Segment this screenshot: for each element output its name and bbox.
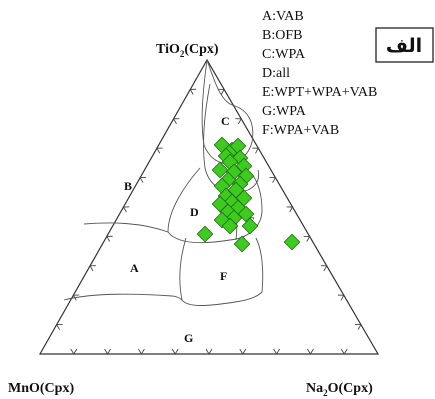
panel-label: الف xyxy=(386,35,422,57)
field-label-f: F xyxy=(220,269,227,283)
vertex-label-right: Na2O(Cpx) xyxy=(306,381,373,398)
tick-mark xyxy=(156,147,163,154)
tick-mark xyxy=(189,88,197,95)
tick-mark xyxy=(303,235,311,242)
boundary-a-b xyxy=(83,222,169,233)
data-point-marker xyxy=(233,235,251,253)
tick-mark xyxy=(235,118,242,125)
tick-mark xyxy=(139,177,147,183)
field-label-c: C xyxy=(221,114,230,128)
vertex-label-left: MnO(Cpx) xyxy=(8,381,74,396)
tick-mark xyxy=(320,265,328,272)
legend-item-f: F:WPA+VAB xyxy=(262,123,339,138)
tick-mark xyxy=(122,206,130,213)
data-point-marker xyxy=(211,161,229,179)
data-point-marker xyxy=(229,137,247,155)
tick-mark xyxy=(106,235,113,242)
tick-mark xyxy=(269,177,277,183)
tick-mark xyxy=(138,348,145,355)
tick-mark xyxy=(252,147,260,154)
tick-mark xyxy=(205,348,213,355)
panel-label-box xyxy=(375,27,434,63)
tick-mark xyxy=(104,348,111,355)
tick-mark xyxy=(55,324,63,330)
tick-mark xyxy=(340,348,348,355)
data-point-marker xyxy=(241,217,259,235)
tick-mark xyxy=(70,348,78,355)
legend-item-b: B:OFB xyxy=(262,28,302,43)
legend: A:VAB B:OFB C:WPA D:all E:WPT+WPA+VAB G:… xyxy=(262,9,377,138)
data-points xyxy=(196,136,301,253)
legend-item-g: G:WPA xyxy=(262,104,307,119)
tick-mark xyxy=(337,294,345,301)
field-label-d: D xyxy=(190,205,199,219)
tick-mark xyxy=(171,348,179,355)
field-label-g: G xyxy=(184,331,193,345)
data-point-marker xyxy=(196,225,214,243)
tick-mark xyxy=(273,348,280,355)
tick-mark xyxy=(286,206,294,213)
tick-mark xyxy=(89,265,96,272)
ternary-triangle xyxy=(38,58,380,355)
tick-mark xyxy=(172,118,180,125)
tick-mark xyxy=(307,348,314,355)
field-label-a: A xyxy=(130,261,139,275)
tick-mark xyxy=(218,88,225,95)
vertex-label-top: TiO2(Cpx) xyxy=(156,42,219,59)
tick-mark xyxy=(72,294,80,301)
field-label-b: B xyxy=(124,179,132,193)
boundary-f xyxy=(179,237,264,306)
legend-item-e: E:WPT+WPA+VAB xyxy=(262,85,377,100)
legend-item-d: D:all xyxy=(262,66,290,81)
data-point-marker xyxy=(221,217,239,235)
tick-mark xyxy=(355,324,362,330)
axis-ticks xyxy=(55,88,362,355)
legend-item-c: C:WPA xyxy=(262,47,306,62)
tick-mark xyxy=(239,348,247,355)
data-point-marker xyxy=(283,233,301,251)
boundary-d-e xyxy=(167,167,263,244)
legend-item-a: A:VAB xyxy=(262,9,304,24)
boundary-a-g xyxy=(63,293,183,301)
